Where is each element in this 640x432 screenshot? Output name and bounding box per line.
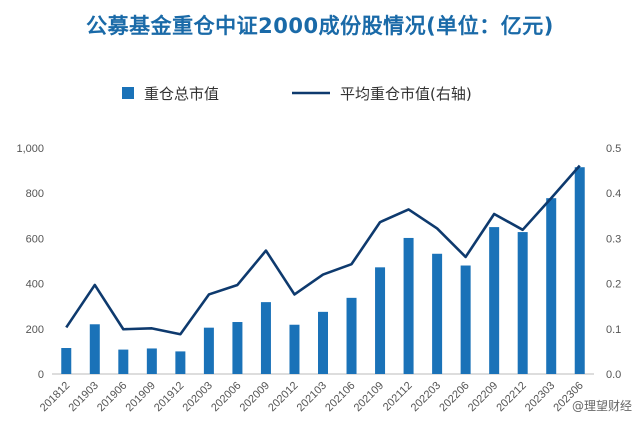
bar [517, 232, 528, 374]
chart-title: 公募基金重仓中证2000成份股情况(单位：亿元) [86, 14, 554, 38]
x-axis-tick: 202212 [494, 380, 528, 414]
left-axis-tick: 0 [38, 369, 44, 381]
x-axis-tick: 202203 [409, 380, 443, 414]
x-axis-tick: 202106 [323, 380, 357, 414]
watermark-text: @理望财经 [572, 399, 632, 413]
x-axis-tick: 201906 [95, 380, 129, 414]
bar [260, 302, 271, 374]
legend-line-label: 平均重仓市值(右轴) [340, 85, 472, 103]
x-axis-tick: 202209 [466, 380, 500, 414]
bar [546, 198, 557, 374]
x-axis-tick: 202003 [181, 380, 215, 414]
x-axis-tick: 202303 [523, 380, 557, 414]
bar [432, 253, 443, 374]
bar [403, 237, 414, 374]
x-axis-tick: 202109 [352, 380, 386, 414]
left-axis-tick: 200 [26, 324, 44, 336]
bar [146, 348, 157, 374]
left-axis-tick: 400 [26, 279, 44, 291]
bar [175, 351, 186, 374]
legend-bar-label: 重仓总市值 [144, 85, 219, 103]
bar [203, 327, 214, 374]
x-axis-tick: 202012 [266, 380, 300, 414]
bar [346, 297, 357, 374]
right-axis-tick: 0.0 [606, 369, 621, 381]
right-axis-tick: 0.5 [606, 143, 621, 155]
x-axis-tick: 202103 [295, 380, 329, 414]
right-axis-tick: 0.2 [606, 279, 621, 291]
left-axis-tick: 600 [26, 233, 44, 245]
bar [289, 324, 300, 374]
x-axis-tick: 201812 [38, 380, 72, 414]
x-axis-tick: 201903 [66, 380, 100, 414]
bar [460, 265, 471, 374]
left-axis-tick: 1,000 [16, 143, 44, 155]
bar [232, 322, 243, 374]
legend-bar-swatch [122, 87, 134, 99]
x-axis-tick: 202112 [381, 380, 415, 414]
right-axis-tick: 0.4 [606, 188, 621, 200]
x-axis-tick: 202006 [209, 380, 243, 414]
bar [375, 267, 386, 374]
right-axis-tick: 0.3 [606, 233, 621, 245]
x-axis-tick: 202009 [238, 380, 272, 414]
bar [89, 324, 100, 374]
x-axis-tick: 202206 [437, 380, 471, 414]
bar [118, 349, 129, 374]
bar [574, 167, 585, 374]
average-line [65, 164, 581, 336]
bar [489, 227, 500, 374]
bar [61, 348, 72, 374]
x-axis-tick: 201912 [152, 380, 186, 414]
left-axis-tick: 800 [26, 188, 44, 200]
bar [318, 311, 328, 374]
right-axis-tick: 0.1 [606, 324, 621, 336]
x-axis-tick: 201909 [124, 380, 158, 414]
